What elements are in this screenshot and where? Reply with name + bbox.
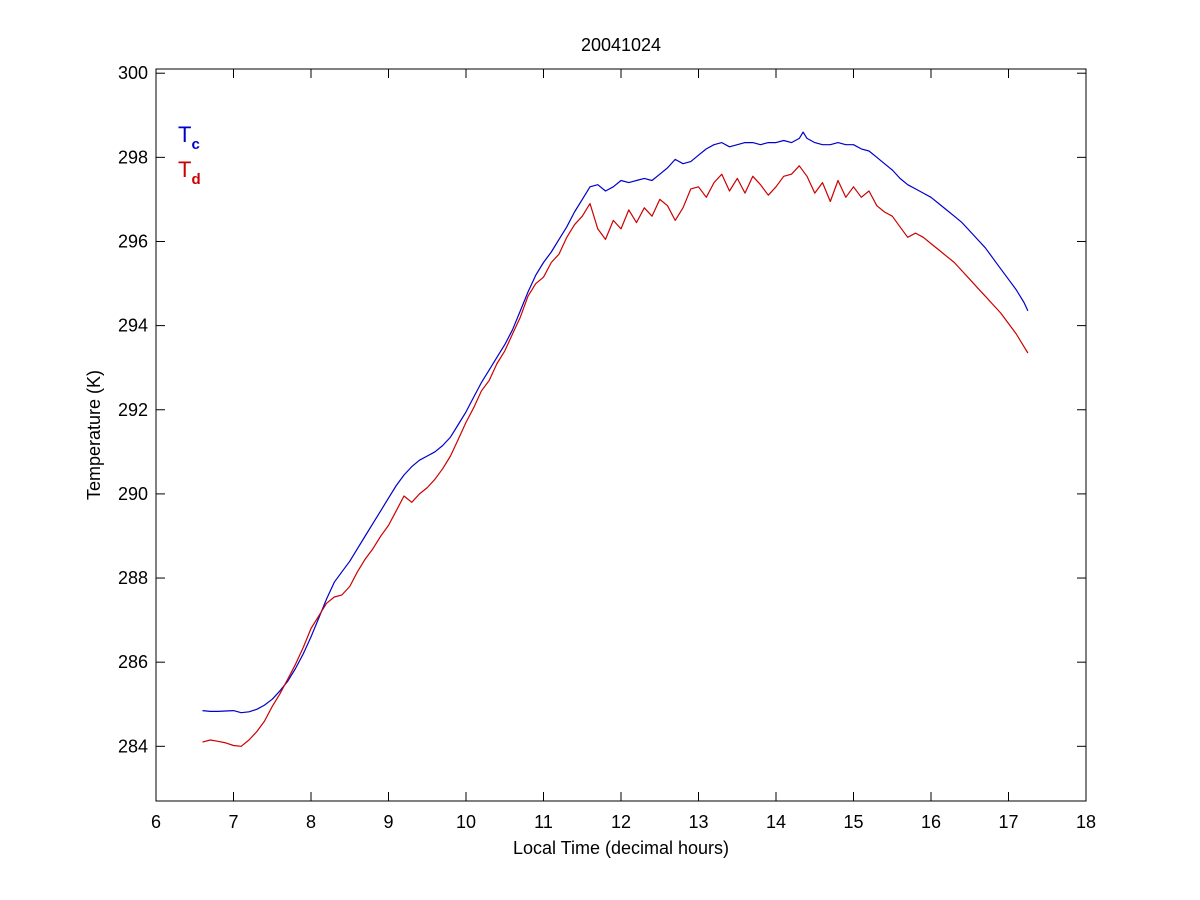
- legend-symbol: T: [178, 122, 191, 147]
- legend-subscript: d: [191, 171, 200, 188]
- legend-entry-td: Td: [178, 157, 201, 188]
- x-tick-label: 17: [998, 812, 1018, 832]
- x-tick-label: 7: [228, 812, 238, 832]
- y-axis-ticks: 284 286 288 290 292 294 296 298 300: [118, 63, 1086, 756]
- y-tick-label: 284: [118, 736, 148, 756]
- y-tick-label: 292: [118, 400, 148, 420]
- series-line-td: [202, 165, 1029, 747]
- y-tick-label: 298: [118, 147, 148, 167]
- x-tick-label: 16: [921, 812, 941, 832]
- plot-area: [155, 68, 1087, 802]
- x-tick-label: 14: [766, 812, 786, 832]
- x-axis-label: Local Time (decimal hours): [513, 838, 729, 858]
- y-tick-label: 300: [118, 63, 148, 83]
- x-tick-label: 11: [534, 812, 553, 832]
- y-axis-label: Temperature (K): [84, 370, 104, 500]
- x-axis-ticks: 6 7 8 9 10 11 12 13 14 15 16 17 18: [151, 69, 1096, 832]
- x-tick-label: 15: [843, 812, 863, 832]
- x-tick-label: 8: [306, 812, 316, 832]
- y-tick-label: 286: [118, 652, 148, 672]
- y-tick-label: 296: [118, 231, 148, 251]
- legend-symbol: T: [178, 157, 191, 182]
- series-layer: [202, 131, 1029, 747]
- x-tick-label: 9: [383, 812, 393, 832]
- y-tick-label: 288: [118, 568, 148, 588]
- series-line-tc: [202, 131, 1029, 714]
- x-tick-label: 10: [456, 812, 476, 832]
- y-tick-label: 290: [118, 484, 148, 504]
- legend-entry-tc: Tc: [178, 122, 200, 153]
- chart-title: 20041024: [581, 35, 661, 55]
- x-tick-label: 6: [151, 812, 161, 832]
- x-tick-label: 12: [611, 812, 631, 832]
- y-tick-label: 294: [118, 316, 148, 336]
- x-tick-label: 13: [688, 812, 708, 832]
- x-tick-label: 18: [1076, 812, 1096, 832]
- legend-subscript: c: [191, 136, 199, 153]
